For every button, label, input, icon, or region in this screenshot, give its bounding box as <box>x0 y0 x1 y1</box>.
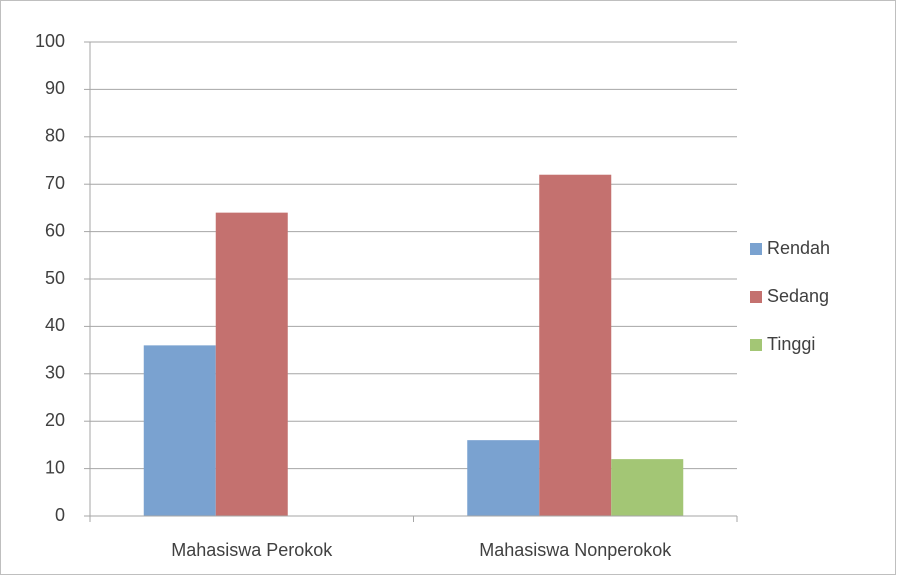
legend-label: Tinggi <box>767 334 815 354</box>
legend-swatch <box>750 291 762 303</box>
y-tick-label: 80 <box>45 126 65 146</box>
y-tick-label: 0 <box>55 505 65 525</box>
legend-swatch <box>750 339 762 351</box>
y-tick-label: 100 <box>35 31 65 51</box>
bar <box>143 345 216 516</box>
bar <box>611 459 684 516</box>
x-tick-label: Mahasiswa Perokok <box>171 540 333 560</box>
y-tick-label: 10 <box>45 457 65 477</box>
y-tick-label: 20 <box>45 410 65 430</box>
y-tick-label: 30 <box>45 363 65 383</box>
y-tick-label: 40 <box>45 315 65 335</box>
y-tick-label: 50 <box>45 268 65 288</box>
y-tick-label: 60 <box>45 220 65 240</box>
bar <box>539 174 612 516</box>
legend-label: Sedang <box>767 286 829 306</box>
y-tick-label: 70 <box>45 173 65 193</box>
legend-label: Rendah <box>767 238 830 258</box>
bar <box>467 440 540 516</box>
bar <box>215 212 288 516</box>
legend-swatch <box>750 243 762 255</box>
y-tick-label: 90 <box>45 78 65 98</box>
x-tick-label: Mahasiswa Nonperokok <box>479 540 672 560</box>
